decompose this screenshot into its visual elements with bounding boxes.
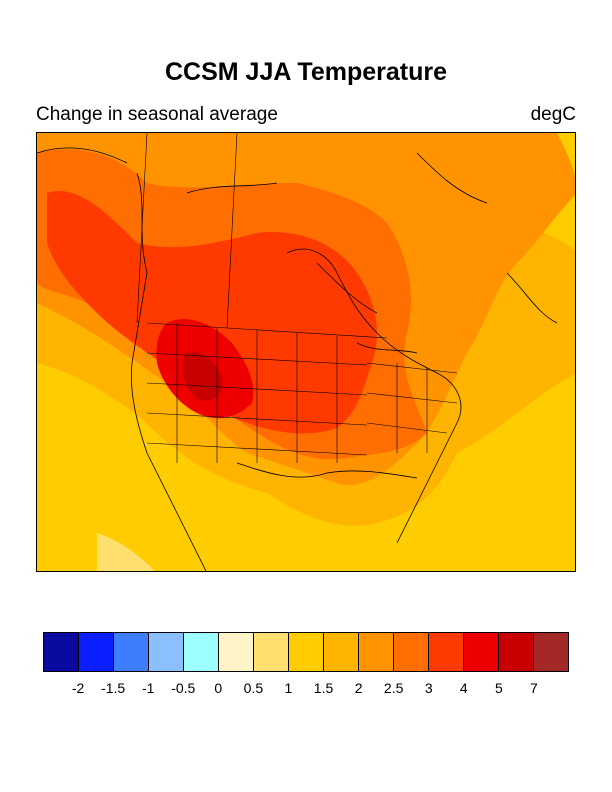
colorbar-tick-label: 1.5 — [313, 680, 334, 696]
colorbar-box — [289, 633, 324, 671]
colorbar-box — [429, 633, 464, 671]
colorbar-tick-label: 5 — [494, 680, 503, 696]
colorbar-box — [219, 633, 254, 671]
colorbar-tick-label: -1 — [141, 680, 155, 696]
colorbar-tick-label: 3 — [424, 680, 433, 696]
colorbar-tick-label: 2.5 — [383, 680, 404, 696]
colorbar-box — [324, 633, 359, 671]
colorbar-tick-label: 0 — [214, 680, 223, 696]
plot-subtitle: Change in seasonal average — [36, 104, 278, 125]
colorbar-box — [114, 633, 149, 671]
field-band-7 — [182, 352, 223, 401]
colorbar-tick-label: 4 — [459, 680, 468, 696]
coastlines — [37, 147, 558, 571]
colorbar-labels: -2 -1.5 -1 -0.5 0 0.5 1 1.5 2 2.5 3 4 5 7 — [43, 680, 569, 700]
colorbar-box — [359, 633, 394, 671]
colorbar-box — [499, 633, 534, 671]
map-canvas — [37, 133, 575, 571]
colorbar-box — [534, 633, 568, 671]
colorbar-box — [254, 633, 289, 671]
units-label: degC — [530, 104, 576, 125]
colorbar-tick-label: 2 — [354, 680, 363, 696]
field-band-1p5-sw — [37, 433, 216, 571]
colorbar-box — [184, 633, 219, 671]
colorbar-tick-label: 0.5 — [243, 680, 264, 696]
colorbar-box — [79, 633, 114, 671]
colorbar-tick-label: -1.5 — [101, 680, 126, 696]
field-band-1-sw — [97, 533, 155, 571]
plot-title: CCSM JJA Temperature — [164, 58, 448, 86]
political-boundaries — [136, 133, 458, 463]
colorbar-tick-label: 7 — [530, 680, 538, 696]
temperature-map — [36, 132, 576, 572]
colorbar-box — [464, 633, 499, 671]
colorbar — [43, 632, 569, 672]
colorbar-tick-label: -2 — [71, 680, 85, 696]
colorbar-tick-label: 1 — [284, 680, 293, 696]
colorbar-box — [394, 633, 429, 671]
colorbar-box — [149, 633, 184, 671]
field-band-4 — [47, 191, 377, 434]
colorbar-box — [44, 633, 79, 671]
colorbar-tick-label: -0.5 — [171, 680, 196, 696]
